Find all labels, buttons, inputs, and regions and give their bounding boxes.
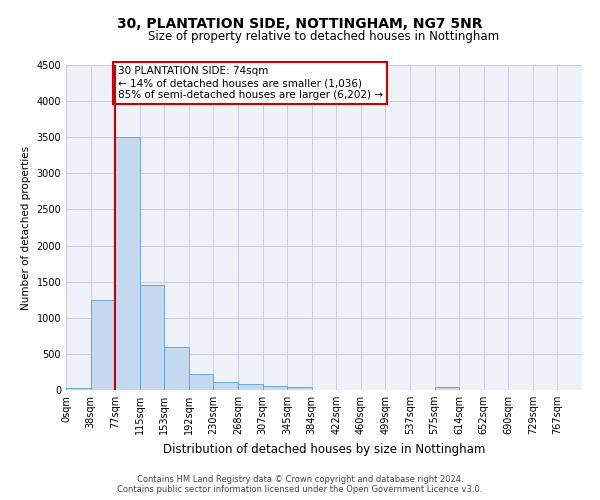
Text: Contains HM Land Registry data © Crown copyright and database right 2024.
Contai: Contains HM Land Registry data © Crown c… [118,474,482,494]
Bar [434,387,459,390]
Bar [263,386,287,390]
Y-axis label: Number of detached properties: Number of detached properties [21,146,31,310]
Title: Size of property relative to detached houses in Nottingham: Size of property relative to detached ho… [148,30,500,43]
Bar [140,286,164,390]
Bar [238,384,263,390]
Text: 30 PLANTATION SIDE: 74sqm
← 14% of detached houses are smaller (1,036)
85% of se: 30 PLANTATION SIDE: 74sqm ← 14% of detac… [118,66,383,100]
Bar [214,382,238,390]
X-axis label: Distribution of detached houses by size in Nottingham: Distribution of detached houses by size … [163,442,485,456]
Bar [115,137,140,390]
Bar [91,300,115,390]
Bar [287,387,312,390]
Bar [66,388,91,390]
Bar [189,374,214,390]
Text: 30, PLANTATION SIDE, NOTTINGHAM, NG7 5NR: 30, PLANTATION SIDE, NOTTINGHAM, NG7 5NR [117,18,483,32]
Bar [164,346,189,390]
